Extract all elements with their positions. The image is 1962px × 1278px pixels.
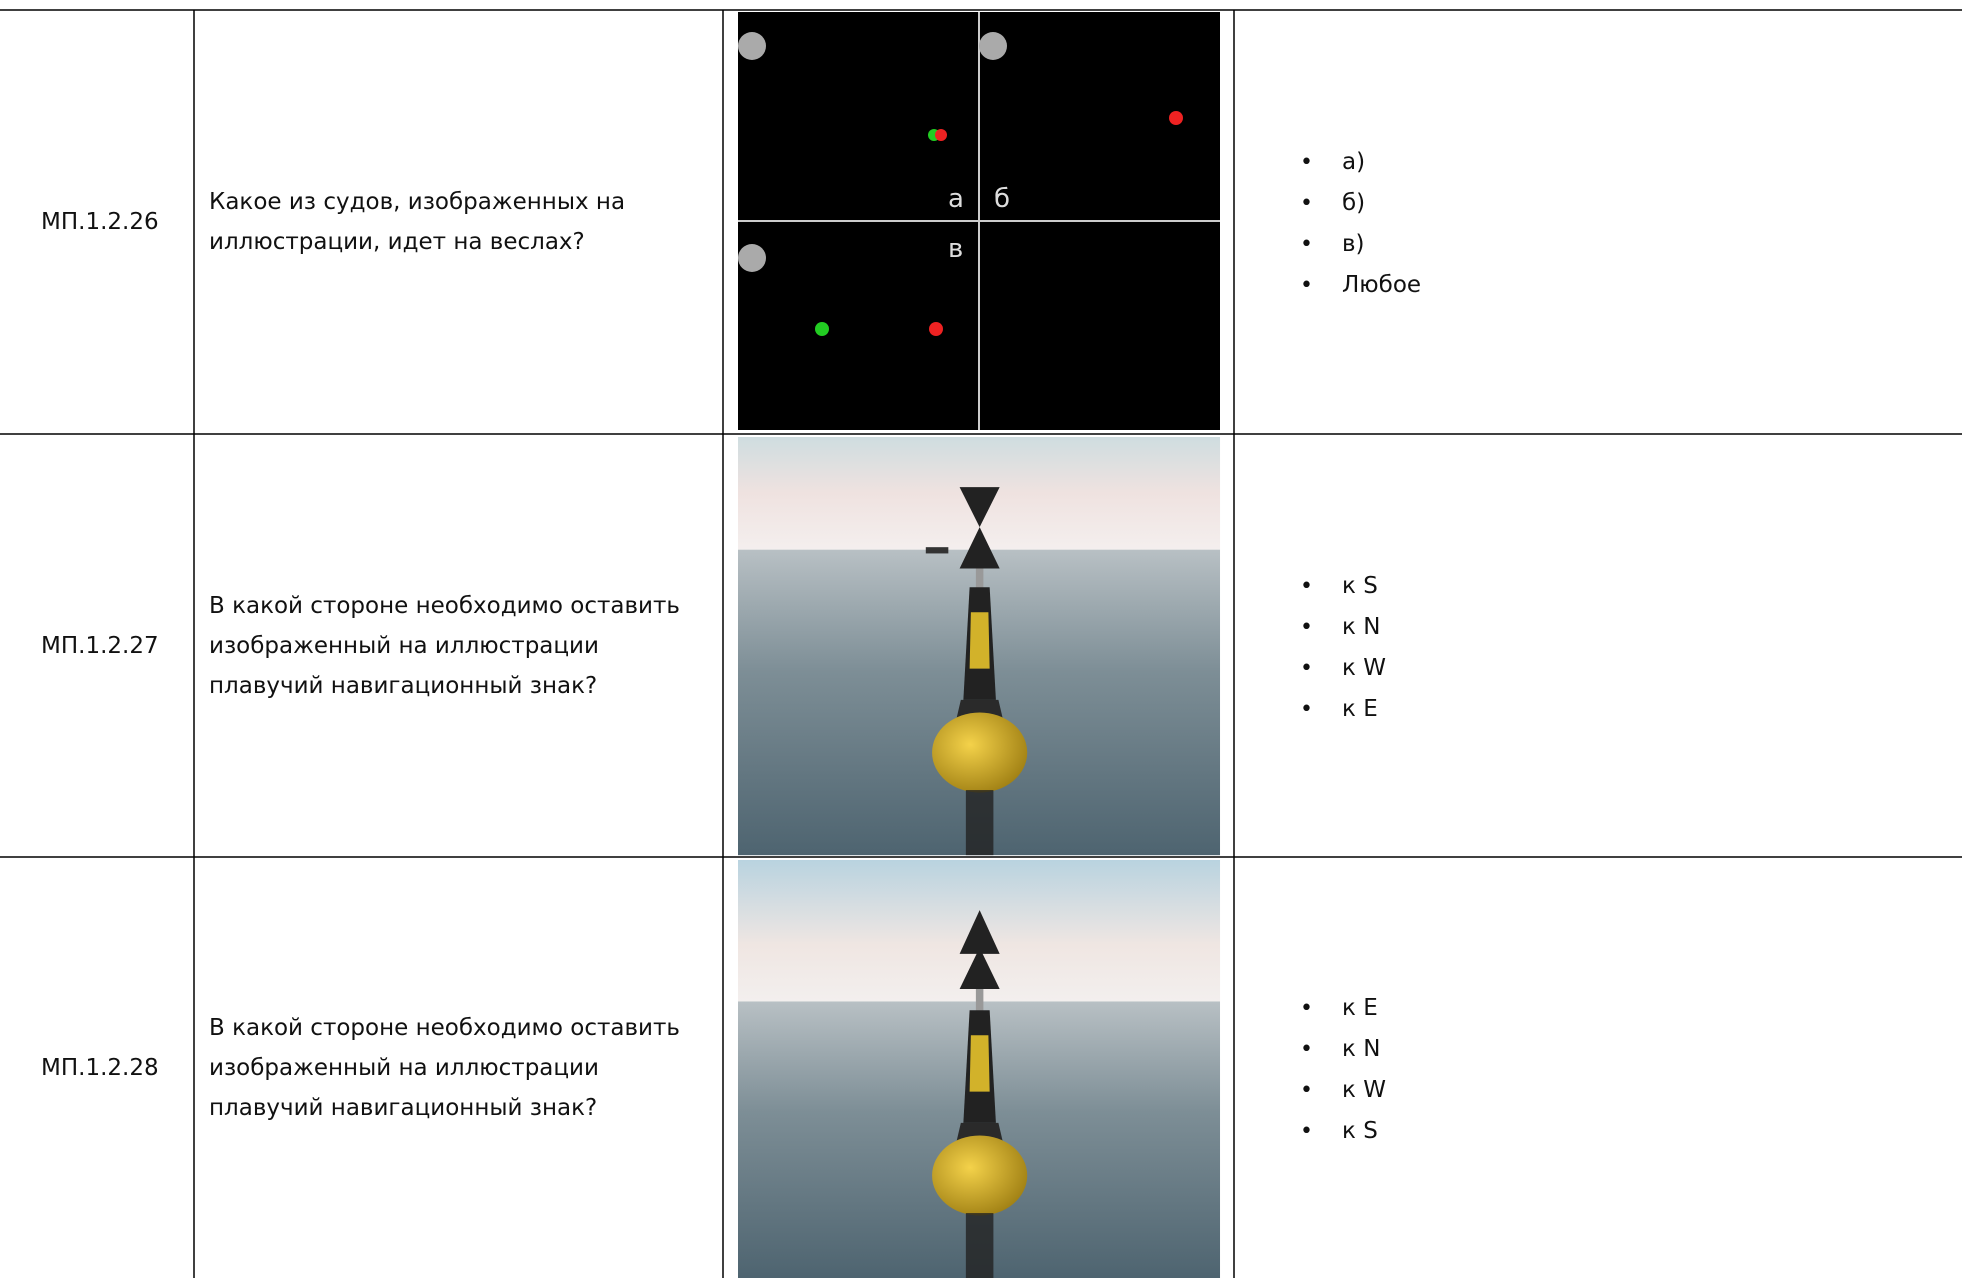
answer-list: к Eк Nк Wк S <box>1300 988 1386 1152</box>
image-label: в <box>948 234 963 264</box>
answer-option: к N <box>1300 607 1386 648</box>
question-line: плавучий навигационный знак? <box>209 672 598 699</box>
row-code: МП.1.2.26 <box>41 209 159 235</box>
night-image: а б в <box>738 12 1220 430</box>
question-line: изображенный на иллюстрации <box>209 632 599 659</box>
answer-list: к Sк Nк Wк E <box>1300 566 1386 730</box>
question-line: плавучий навигационный знак? <box>209 1094 598 1121</box>
row-code: МП.1.2.28 <box>41 1054 159 1081</box>
answer-option: к S <box>1300 566 1386 607</box>
question-line: изображенный на иллюстрации <box>209 1054 599 1081</box>
answer-list: а)б)в)Любое <box>1300 142 1421 306</box>
answer-option: б) <box>1300 183 1421 224</box>
answer-option: к W <box>1300 1070 1386 1111</box>
answer-option: Любое <box>1300 265 1421 306</box>
answer-option: к E <box>1300 988 1386 1029</box>
answer-option: к W <box>1300 648 1386 689</box>
question-line: Какое из судов, изображенных на <box>209 189 626 215</box>
grid-lines <box>0 9 1962 1278</box>
question-line: В какой стороне необходимо оставить <box>209 592 680 619</box>
buoy-image-north <box>738 860 1221 1278</box>
answer-option: к N <box>1300 1029 1386 1070</box>
image-label: а <box>948 184 964 214</box>
answer-option: к E <box>1300 689 1386 730</box>
buoy-image-west <box>738 437 1221 855</box>
answer-option: в) <box>1300 224 1421 265</box>
answer-option: а) <box>1300 142 1421 183</box>
question-line: иллюстрации, идет на веслах? <box>209 229 585 255</box>
answer-option: к S <box>1300 1111 1386 1152</box>
image-label: б <box>994 184 1010 214</box>
row-code: МП.1.2.27 <box>41 632 159 659</box>
question-line: В какой стороне необходимо оставить <box>209 1014 680 1041</box>
